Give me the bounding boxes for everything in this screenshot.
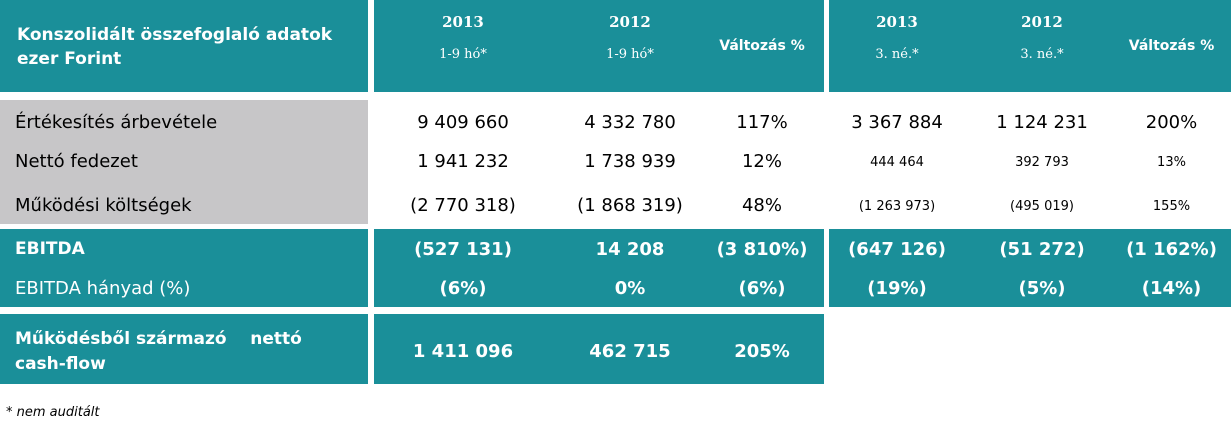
ytd-2012-period: 1-9 hó* <box>606 47 654 62</box>
cell-revenue-ytdchange: 117% <box>736 112 788 133</box>
cashflow-label-line1: Működésből származó nettó <box>15 329 302 349</box>
cell-margin-ytd2013: 1 941 232 <box>417 151 509 172</box>
cell-revenue-q3change: 200% <box>1145 112 1198 133</box>
cell-cashflow-ytd2012: 462 715 <box>589 341 671 362</box>
row-label-operating-costs: Működési költségek <box>15 195 192 216</box>
cell-ebitda-ytd2012: 14 208 <box>595 239 665 260</box>
cell-revenue-q32013: 3 367 884 <box>851 112 943 133</box>
q3-2012-year: 2012 <box>1021 13 1063 31</box>
cashflow-ytd-cell <box>374 314 824 384</box>
row-label-net-margin: Nettó fedezet <box>15 151 138 172</box>
q3-change-header: Változás % <box>1128 38 1215 54</box>
cell-margin-q32012: 392 793 <box>1015 155 1069 170</box>
cell-revenue-ytd2013: 9 409 660 <box>417 112 509 133</box>
cell-ebitdam-ytdchange: (6%) <box>738 278 786 299</box>
ebitda-ytd-cell <box>374 229 824 307</box>
cell-margin-q32013: 444 464 <box>870 155 924 170</box>
q3-2012-period: 3. né.* <box>1020 47 1064 62</box>
ebitda-label: EBITDA <box>15 239 85 259</box>
cell-margin-q3change: 13% <box>1157 155 1186 170</box>
cell-cashflow-ytd2013: 1 411 096 <box>412 341 514 362</box>
ebitda-q3-cell <box>829 229 1231 307</box>
q3-2013-period: 3. né.* <box>875 47 919 62</box>
cell-revenue-ytd2012: 4 332 780 <box>584 112 676 133</box>
cell-ebitda-ytdchange: (3 810%) <box>716 239 808 260</box>
row-label-revenue: Értékesítés árbevétele <box>15 112 218 133</box>
cashflow-label-line2: cash-flow <box>15 354 106 374</box>
cell-margin-ytd2012: 1 738 939 <box>584 151 676 172</box>
cell-ebitdam-q3change: (14%) <box>1141 278 1202 299</box>
cell-opex-q32012: (495 019) <box>1010 199 1074 214</box>
cell-revenue-q32012: 1 124 231 <box>996 112 1088 133</box>
table-unit: ezer Forint <box>17 49 122 69</box>
q3-2013-year: 2013 <box>876 13 918 31</box>
cell-opex-ytdchange: 48% <box>741 195 782 216</box>
cell-ebitdam-ytd2013: (6%) <box>439 278 487 299</box>
cell-margin-ytdchange: 12% <box>741 151 782 172</box>
cell-opex-ytd2012: (1 868 319) <box>577 195 683 216</box>
cell-opex-q32013: (1 263 973) <box>858 199 936 214</box>
ytd-2013-year: 2013 <box>442 13 484 31</box>
cashflow-label-cell <box>0 314 368 384</box>
cell-ebitda-q3change: (1 162%) <box>1126 239 1217 260</box>
row-labels-cell <box>0 100 368 224</box>
cell-ebitdam-ytd2012: 0% <box>614 278 646 299</box>
ytd-change-header: Változás % <box>719 38 805 54</box>
header-label-cell <box>0 0 368 92</box>
cell-ebitdam-q32012: (5%) <box>1018 278 1066 299</box>
cell-opex-q3change: 155% <box>1152 199 1191 214</box>
cell-ebitda-ytd2013: (527 131) <box>414 239 512 260</box>
cell-ebitda-q32012: (51 272) <box>999 239 1085 260</box>
footnote: * nem auditált <box>6 405 100 420</box>
cell-ebitda-q32013: (647 126) <box>848 239 946 260</box>
ytd-2013-period: 1-9 hó* <box>439 47 487 62</box>
header-ytd-cell <box>374 0 824 92</box>
cell-opex-ytd2013: (2 770 318) <box>410 195 516 216</box>
cell-ebitdam-q32013: (19%) <box>867 278 927 299</box>
ebitda-margin-label: EBITDA hányad (%) <box>15 278 191 299</box>
cell-cashflow-ytdchange: 205% <box>734 341 790 362</box>
ebitda-label-cell <box>0 229 368 307</box>
table-title: Konszolidált összefoglaló adatok <box>17 25 333 45</box>
ytd-2012-year: 2012 <box>609 13 651 31</box>
header-q3-cell <box>829 0 1231 92</box>
